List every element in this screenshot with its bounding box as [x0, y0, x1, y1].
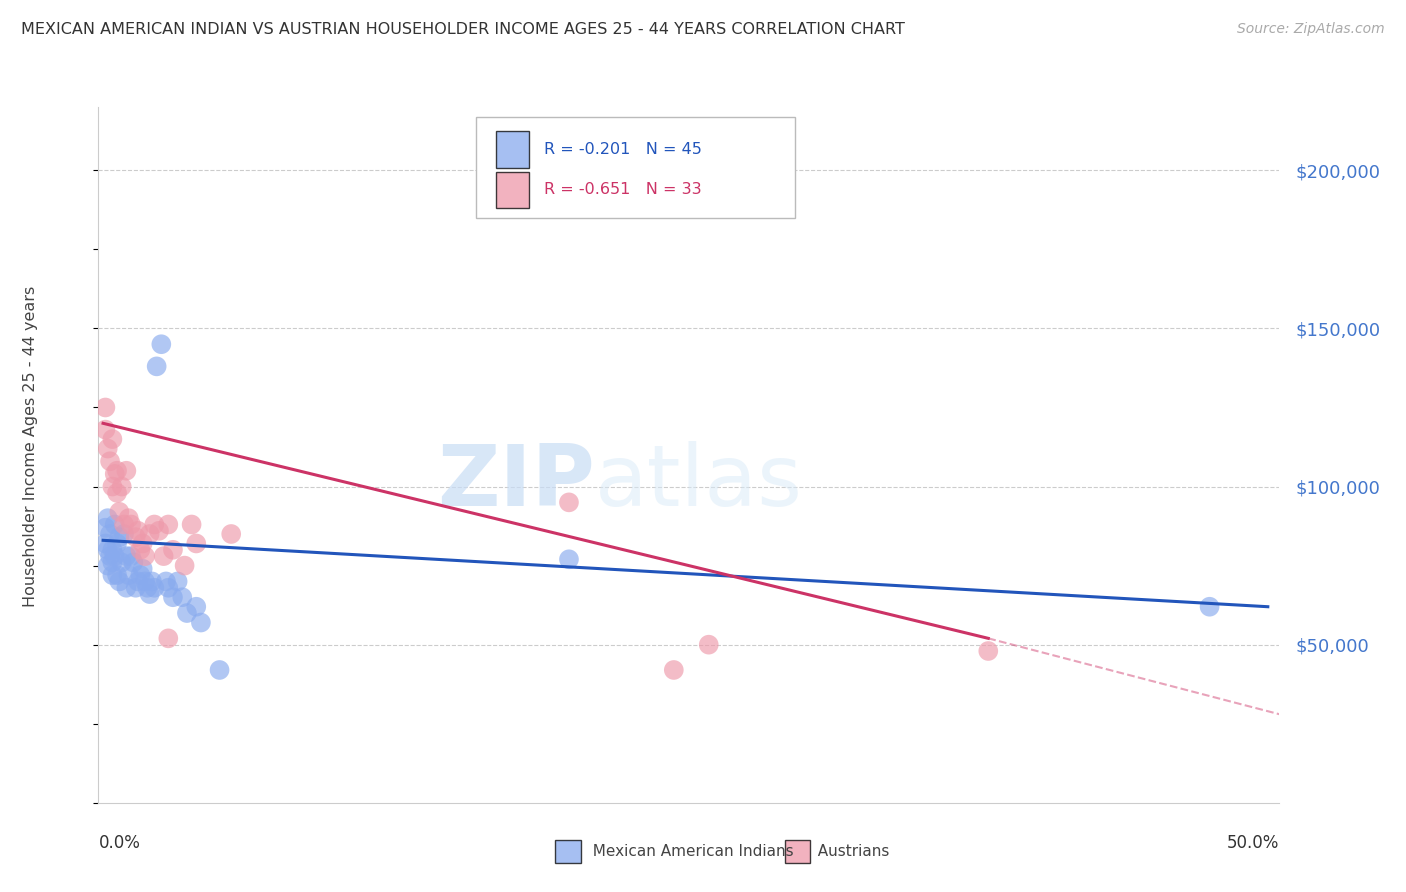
Point — [186, 599, 208, 614]
Point — [97, 558, 120, 573]
Point — [145, 359, 167, 374]
Point — [155, 574, 177, 589]
Point — [94, 536, 117, 550]
Point — [150, 337, 173, 351]
Point — [111, 479, 134, 493]
Text: Source: ZipAtlas.com: Source: ZipAtlas.com — [1237, 22, 1385, 37]
Point — [138, 587, 160, 601]
Text: atlas: atlas — [595, 442, 803, 524]
Point — [558, 495, 581, 509]
Point — [108, 574, 131, 589]
Point — [112, 527, 135, 541]
FancyBboxPatch shape — [555, 840, 581, 863]
Point — [173, 558, 195, 573]
Point — [697, 638, 720, 652]
Point — [190, 615, 212, 630]
FancyBboxPatch shape — [496, 131, 530, 168]
Point — [105, 568, 128, 582]
Point — [157, 581, 180, 595]
Point — [120, 549, 142, 563]
Point — [172, 591, 194, 605]
Point — [143, 581, 166, 595]
Point — [157, 517, 180, 532]
Point — [219, 527, 242, 541]
Point — [104, 517, 127, 532]
Point — [98, 527, 121, 541]
Point — [108, 505, 131, 519]
Point — [186, 536, 208, 550]
Point — [108, 530, 131, 544]
Point — [1198, 599, 1220, 614]
Point — [112, 517, 135, 532]
Point — [127, 574, 149, 589]
Point — [176, 606, 198, 620]
Point — [97, 442, 120, 456]
Point — [118, 568, 141, 582]
Point — [115, 581, 138, 595]
FancyBboxPatch shape — [496, 172, 530, 208]
Point — [98, 549, 121, 563]
Point — [101, 432, 124, 446]
Point — [120, 517, 142, 532]
Point — [129, 568, 152, 582]
Point — [977, 644, 1000, 658]
Point — [208, 663, 231, 677]
Point — [162, 542, 184, 557]
Point — [141, 574, 163, 589]
Point — [111, 556, 134, 570]
Point — [105, 486, 128, 500]
Point — [125, 530, 148, 544]
Point — [101, 479, 124, 493]
Point — [134, 549, 156, 563]
Point — [118, 511, 141, 525]
Point — [115, 464, 138, 478]
Point — [104, 467, 127, 481]
Point — [136, 581, 159, 595]
Text: 0.0%: 0.0% — [98, 834, 141, 852]
Point — [127, 524, 149, 538]
Text: MEXICAN AMERICAN INDIAN VS AUSTRIAN HOUSEHOLDER INCOME AGES 25 - 44 YEARS CORREL: MEXICAN AMERICAN INDIAN VS AUSTRIAN HOUS… — [21, 22, 905, 37]
Point — [104, 549, 127, 563]
FancyBboxPatch shape — [477, 118, 796, 219]
Point — [558, 552, 581, 566]
Point — [148, 524, 170, 538]
Point — [94, 401, 117, 415]
Point — [129, 542, 152, 557]
Point — [152, 549, 174, 563]
Text: Austrians: Austrians — [808, 845, 890, 859]
Point — [115, 549, 138, 563]
Point — [94, 423, 117, 437]
Point — [98, 454, 121, 468]
Point — [180, 517, 202, 532]
Point — [134, 574, 156, 589]
Point — [138, 527, 160, 541]
Point — [125, 581, 148, 595]
Text: R = -0.651   N = 33: R = -0.651 N = 33 — [544, 182, 702, 197]
Point — [662, 663, 685, 677]
Point — [157, 632, 180, 646]
Point — [101, 542, 124, 557]
Text: Mexican American Indians: Mexican American Indians — [583, 845, 794, 859]
Point — [97, 511, 120, 525]
Point — [122, 556, 145, 570]
Point — [101, 568, 124, 582]
Point — [166, 574, 188, 589]
Text: Householder Income Ages 25 - 44 years: Householder Income Ages 25 - 44 years — [24, 285, 38, 607]
Point — [131, 562, 153, 576]
Point — [131, 536, 153, 550]
Point — [143, 517, 166, 532]
Point — [101, 556, 124, 570]
Point — [94, 521, 117, 535]
FancyBboxPatch shape — [785, 840, 810, 863]
Text: 50.0%: 50.0% — [1227, 834, 1279, 852]
Text: ZIP: ZIP — [437, 442, 595, 524]
Point — [97, 542, 120, 557]
Text: R = -0.201   N = 45: R = -0.201 N = 45 — [544, 142, 702, 157]
Point — [162, 591, 184, 605]
Point — [105, 464, 128, 478]
Point — [105, 536, 128, 550]
